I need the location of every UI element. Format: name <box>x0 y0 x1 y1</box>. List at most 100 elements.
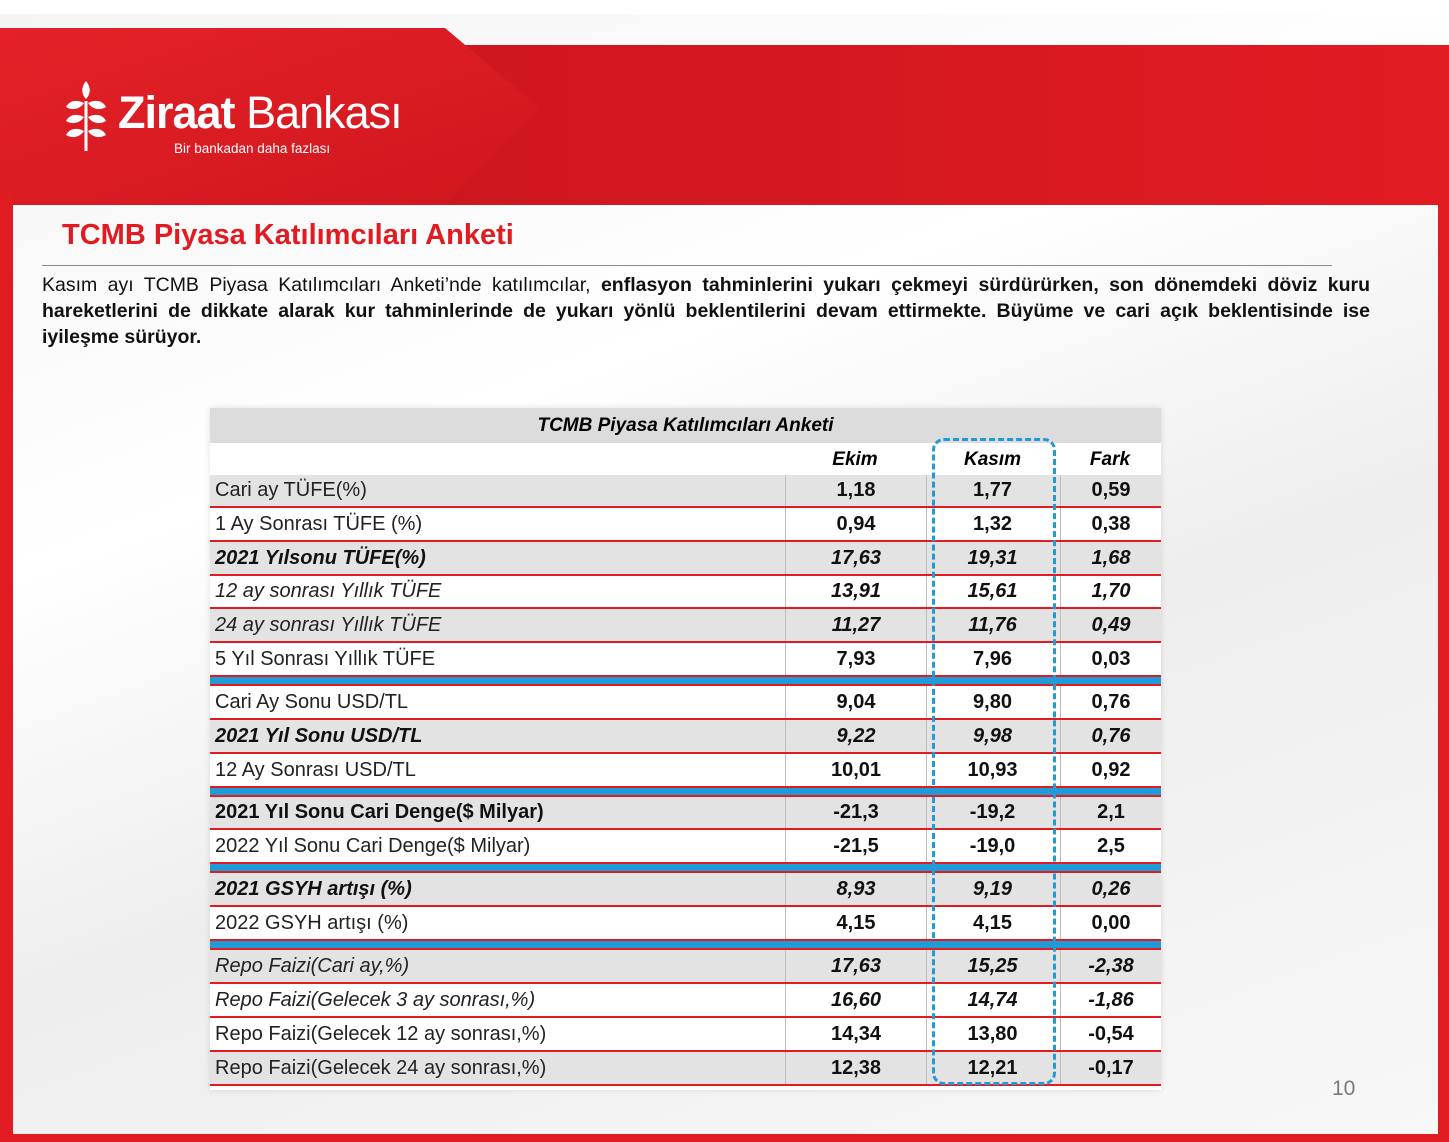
brand-logo: Ziraat Bankası Bir bankadan daha fazlası <box>64 75 444 165</box>
fark-value: 1,70 <box>1060 576 1161 607</box>
ekim-value: 10,01 <box>785 754 927 786</box>
intro-plain-text: Kasım ayı TCMB Piyasa Katılımcıları Anke… <box>42 274 601 296</box>
table-row: Repo Faizi(Gelecek 24 ay sonrası,%) 12,38… <box>210 1052 1161 1086</box>
kasim-value: 11,76 <box>968 613 1017 636</box>
table-row: Repo Faizi(Gelecek 3 ay sonrası,%) 16,60 1… <box>210 984 1161 1018</box>
header-banner <box>0 28 1449 205</box>
table-row: Repo Faizi(Gelecek 12 ay sonrası,%) 14,34… <box>210 1018 1161 1052</box>
table-row: Cari Ay Sonu USD/TL 9,04 9,80 0,76 <box>210 686 1161 720</box>
top-strip <box>0 0 1449 14</box>
table-row: 2022 GSYH artışı (%) 4,15 4,15 0,00 <box>210 907 1161 941</box>
row-label: Repo Faizi(Cari ay,%) <box>215 954 410 977</box>
table-row: 2022 Yıl Sonu Cari Denge($ Milyar) -21,5 -… <box>210 830 1161 864</box>
ekim-value: 4,15 <box>785 907 927 939</box>
table-row: Cari ay TÜFE(%) 1,18 1,77 0,59 <box>210 475 1161 508</box>
kasim-value: 15,61 <box>967 580 1018 602</box>
row-label: Repo Faizi(Gelecek 12 ay sonrası,%) <box>215 1022 547 1045</box>
row-label: 2021 GSYH artışı (%) <box>215 877 412 900</box>
fark-value: 0,00 <box>1060 907 1161 939</box>
wheat-icon <box>66 81 106 151</box>
ekim-value: 13,91 <box>785 576 927 607</box>
kasim-value: 9,98 <box>973 724 1012 747</box>
ekim-value: 8,93 <box>785 873 927 905</box>
row-label: 12 ay sonrası Yıllık TÜFE <box>215 580 442 602</box>
row-label: 2021 Yılsonu TÜFE(%) <box>215 546 426 569</box>
kasim-value: 7,96 <box>973 647 1012 670</box>
table-row: 24 ay sonrası Yıllık TÜFE 11,27 11,76 0,49 <box>210 609 1161 643</box>
fark-value: 1,68 <box>1060 542 1161 574</box>
group-separator <box>210 677 1161 686</box>
fark-value: 0,59 <box>1060 475 1161 506</box>
ekim-value: 17,63 <box>785 950 927 982</box>
ekim-value: 17,63 <box>785 542 927 574</box>
ekim-value: 9,22 <box>785 720 927 752</box>
row-label: 5 Yıl Sonrası Yıllık TÜFE <box>215 647 436 670</box>
ekim-value: 9,04 <box>785 686 927 718</box>
table-row: 12 Ay Sonrası USD/TL 10,01 10,93 0,92 <box>210 754 1161 788</box>
frame-left <box>0 195 13 1142</box>
ekim-value: 7,93 <box>785 643 927 675</box>
kasim-value: 4,15 <box>973 911 1012 934</box>
kasim-value: 19,31 <box>967 546 1018 569</box>
fark-value: 0,03 <box>1060 643 1161 675</box>
row-label: Repo Faizi(Gelecek 24 ay sonrası,%) <box>215 1056 547 1079</box>
fark-value: 0,76 <box>1060 686 1161 718</box>
row-label: 24 ay sonrası Yıllık TÜFE <box>215 613 442 636</box>
ekim-value: 11,27 <box>785 609 927 641</box>
table-row: 2021 GSYH artışı (%) 8,93 9,19 0,26 <box>210 873 1161 907</box>
row-label: 2022 GSYH artışı (%) <box>215 911 409 934</box>
ekim-value: 0,94 <box>785 508 927 540</box>
row-label: Cari Ay Sonu USD/TL <box>215 690 409 713</box>
table-row: 2021 Yıl Sonu USD/TL 9,22 9,98 0,76 <box>210 720 1161 754</box>
fark-value: -0,17 <box>1060 1052 1161 1084</box>
row-label: 2021 Yıl Sonu USD/TL <box>215 724 423 747</box>
kasim-value: -19,0 <box>969 834 1016 857</box>
row-label: Cari ay TÜFE(%) <box>215 479 367 501</box>
column-header-ekim: Ekim <box>832 449 878 470</box>
group-separator <box>210 941 1161 950</box>
frame-right <box>1438 195 1449 1142</box>
row-label: 1 Ay Sonrası TÜFE (%) <box>215 512 423 535</box>
brand-name: Ziraat Bankası <box>118 87 403 138</box>
table-title: TCMB Piyasa Katılımcıları Anketi <box>210 408 1161 443</box>
row-label: 2022 Yıl Sonu Cari Denge($ Milyar) <box>215 834 531 857</box>
table-row: Repo Faizi(Cari ay,%) 17,63 15,25 -2,38 <box>210 950 1161 984</box>
group-separator <box>210 864 1161 873</box>
ekim-value: -21,5 <box>785 830 927 862</box>
fark-value: 0,49 <box>1060 609 1161 641</box>
fark-value: -1,86 <box>1060 984 1161 1016</box>
intro-bold-text: enflasyon tahminlerini yukarı çekmeyi sü… <box>42 274 1370 348</box>
intro-paragraph: Kasım ayı TCMB Piyasa Katılımcıları Anke… <box>42 272 1370 350</box>
ekim-value: 1,18 <box>785 475 927 506</box>
kasim-value: 9,80 <box>973 690 1012 713</box>
fark-value: 0,92 <box>1060 754 1161 786</box>
survey-table: TCMB Piyasa Katılımcıları Anketi Ekim Ka… <box>210 408 1161 1090</box>
kasim-value: 12,21 <box>967 1056 1018 1079</box>
ekim-value: -21,3 <box>785 797 927 828</box>
table-row: 2021 Yılsonu TÜFE(%) 17,63 19,31 1,68 <box>210 542 1161 576</box>
kasim-value: 15,25 <box>967 954 1018 977</box>
kasim-value: 1,32 <box>973 512 1012 535</box>
fark-value: 0,38 <box>1060 508 1161 540</box>
fark-value: 0,26 <box>1060 873 1161 905</box>
table-row: 5 Yıl Sonrası Yıllık TÜFE 7,93 7,96 0,03 <box>210 643 1161 677</box>
page-title: TCMB Piyasa Katılımcıları Anketi <box>62 219 514 251</box>
fark-value: 2,1 <box>1060 797 1161 828</box>
kasim-value: -19,2 <box>969 801 1016 823</box>
group-separator <box>210 788 1161 797</box>
row-label: Repo Faizi(Gelecek 3 ay sonrası,%) <box>215 988 536 1011</box>
kasim-value: 10,93 <box>967 758 1018 781</box>
row-label: 12 Ay Sonrası USD/TL <box>215 758 416 781</box>
ekim-value: 12,38 <box>785 1052 927 1084</box>
brand-tagline: Bir bankadan daha fazlası <box>174 141 331 156</box>
kasim-value: 1,77 <box>973 479 1012 501</box>
row-label: 2021 Yıl Sonu Cari Denge($ Milyar) <box>215 801 544 823</box>
frame-bottom <box>0 1134 1449 1142</box>
table-body: Cari ay TÜFE(%) 1,18 1,77 0,59 1 Ay Sonrası … <box>210 475 1161 1086</box>
title-divider <box>42 265 1332 266</box>
kasim-value: 14,74 <box>967 988 1018 1011</box>
fark-value: -0,54 <box>1060 1018 1161 1050</box>
table-row: 1 Ay Sonrası TÜFE (%) 0,94 1,32 0,38 <box>210 508 1161 542</box>
fark-value: -2,38 <box>1060 950 1161 982</box>
column-header-kasim: Kasım <box>963 449 1022 470</box>
